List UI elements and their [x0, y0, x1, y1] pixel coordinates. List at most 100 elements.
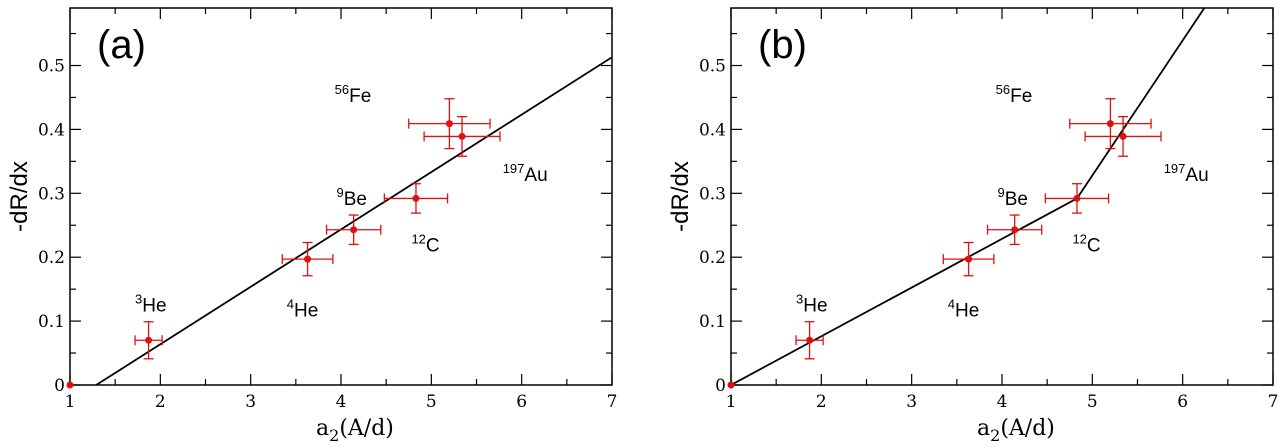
x-tick-label: 3	[245, 392, 256, 412]
nucleus-label-4He: 4He	[948, 297, 980, 322]
x-axis-label-subscript: 2	[329, 426, 339, 445]
nucleus-label-3He: 3He	[135, 292, 167, 317]
nucleus-element-symbol: C	[426, 235, 440, 256]
y-tick-label: 0.1	[38, 312, 65, 332]
y-tick-label: 0	[54, 376, 65, 396]
data-point-12C	[383, 183, 449, 214]
data-point-3He	[134, 321, 163, 360]
nucleus-element-symbol: Au	[524, 165, 547, 186]
y-tick-label: 0.1	[699, 312, 726, 332]
data-point-12C	[1044, 183, 1110, 214]
data-point-56Fe	[408, 98, 491, 150]
x-tick-label: 5	[426, 392, 437, 412]
panel-label: (a)	[97, 23, 146, 67]
nucleus-element-symbol: He	[803, 296, 827, 317]
nucleus-element-symbol: He	[142, 296, 166, 317]
data-point-4He	[281, 241, 334, 277]
x-axis-label-subscript: 2	[990, 426, 1000, 445]
nucleus-label-3He: 3He	[796, 292, 828, 317]
panel-label: (b)	[758, 23, 807, 67]
origin-data-point	[727, 381, 735, 389]
nucleus-label-12C: 12C	[411, 231, 439, 256]
data-marker	[1073, 194, 1081, 202]
y-tick-label: 0.3	[699, 184, 726, 204]
chart-panel-b: 1 2 3 4 5 6 700.10.20.30.40.5-dR/dxa2(A/d)(b)3…	[667, 7, 1279, 445]
nucleus-mass-number: 3	[796, 292, 803, 307]
nucleus-label-9Be: 9Be	[336, 185, 366, 210]
nucleus-label-56Fe: 56Fe	[996, 82, 1033, 107]
x-tick-label: 7	[607, 392, 618, 412]
nucleus-element-symbol: Be	[1005, 189, 1028, 210]
data-point-9Be	[986, 214, 1043, 246]
nucleus-element-symbol: He	[294, 301, 318, 322]
data-marker	[145, 336, 153, 344]
nucleus-label-197Au: 197Au	[503, 161, 548, 186]
nucleus-mass-number: 197	[503, 161, 525, 176]
y-tick-label: 0.2	[699, 248, 726, 268]
x-tick-label: 6	[1177, 392, 1188, 412]
y-axis-label: -dR/dx	[6, 161, 33, 232]
data-point-56Fe	[1069, 98, 1152, 150]
data-marker	[1106, 120, 1114, 128]
y-axis-label: -dR/dx	[667, 161, 694, 232]
y-tick-label: 0.3	[38, 184, 65, 204]
nucleus-mass-number: 4	[287, 297, 294, 312]
x-axis-label-units: (A/d)	[339, 416, 394, 441]
data-point-4He	[942, 241, 995, 277]
x-axis-label: a2(A/d)	[316, 416, 394, 445]
nucleus-element-symbol: Au	[1185, 165, 1208, 186]
x-axis-label-symbol: a	[977, 416, 990, 441]
nucleus-element-symbol: Fe	[1010, 86, 1032, 107]
nucleus-label-12C: 12C	[1072, 231, 1100, 256]
y-tick-label: 0.4	[38, 120, 65, 140]
y-tick-label: 0.4	[699, 120, 726, 140]
x-axis-label-symbol: a	[316, 416, 329, 441]
x-tick-label: 3	[906, 392, 917, 412]
nucleus-element-symbol: C	[1087, 235, 1101, 256]
data-marker	[304, 255, 312, 263]
data-marker	[350, 226, 358, 234]
y-tick-label: 0.2	[38, 248, 65, 268]
data-marker	[1119, 132, 1127, 140]
nucleus-mass-number: 12	[1072, 231, 1086, 246]
nucleus-mass-number: 3	[135, 292, 142, 307]
nucleus-mass-number: 9	[336, 185, 343, 200]
nucleus-mass-number: 197	[1164, 161, 1186, 176]
x-tick-label: 2	[155, 392, 166, 412]
nucleus-mass-number: 56	[996, 82, 1010, 97]
data-point-3He	[795, 321, 824, 360]
data-marker	[458, 132, 466, 140]
y-tick-label: 0.5	[699, 57, 726, 77]
chart-panel-a: 1 2 3 4 5 6 700.10.20.30.40.5-dR/dxa2(A/d)(a)3…	[6, 7, 618, 445]
nucleus-element-symbol: Be	[344, 189, 367, 210]
nucleus-mass-number: 12	[411, 231, 425, 246]
x-tick-label: 1	[65, 392, 76, 412]
nucleus-label-197Au: 197Au	[1164, 161, 1209, 186]
nucleus-label-56Fe: 56Fe	[335, 82, 372, 107]
data-point-197Au	[1084, 115, 1162, 157]
x-tick-label: 5	[1087, 392, 1098, 412]
nucleus-label-4He: 4He	[287, 297, 319, 322]
data-marker	[965, 255, 973, 263]
nucleus-element-symbol: Fe	[349, 86, 371, 107]
data-marker	[412, 194, 420, 202]
nucleus-label-9Be: 9Be	[997, 185, 1027, 210]
x-tick-label: 4	[997, 392, 1008, 412]
x-tick-label: 7	[1268, 392, 1279, 412]
nucleus-element-symbol: He	[955, 301, 979, 322]
data-marker	[1011, 226, 1019, 234]
nucleus-mass-number: 4	[948, 297, 955, 312]
x-tick-label: 6	[516, 392, 527, 412]
x-axis-label: a2(A/d)	[977, 416, 1055, 445]
nucleus-mass-number: 9	[997, 185, 1004, 200]
y-tick-label: 0.5	[38, 57, 65, 77]
y-tick-label: 0	[715, 376, 726, 396]
x-tick-label: 2	[816, 392, 827, 412]
data-point-9Be	[325, 214, 382, 246]
data-marker	[806, 336, 814, 344]
data-point-197Au	[423, 115, 501, 157]
x-tick-label: 4	[336, 392, 347, 412]
x-axis-label-units: (A/d)	[1000, 416, 1055, 441]
